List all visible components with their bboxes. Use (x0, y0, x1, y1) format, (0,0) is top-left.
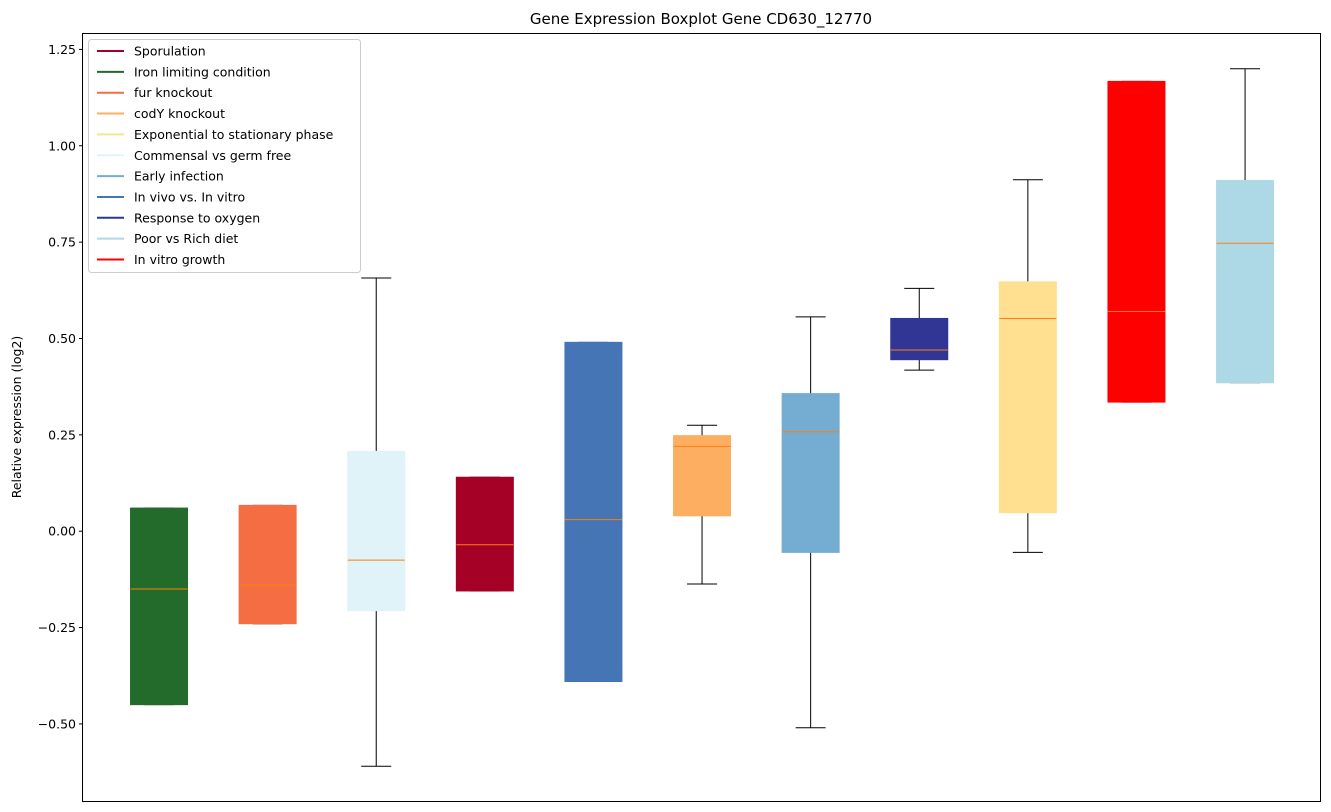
legend-label: Iron limiting condition (134, 64, 271, 79)
box-body (1107, 80, 1166, 403)
legend-frame (88, 39, 361, 273)
plot-area-frame (82, 33, 1321, 802)
box-body (130, 507, 189, 706)
box-commensal-vs-germ-free (347, 277, 406, 767)
legend-item: Sporulation (97, 44, 206, 59)
box-exponential-to-stationary-phase (998, 179, 1057, 553)
box-body (347, 450, 406, 612)
y-tick-label: 1.25 (48, 42, 76, 57)
legend-label: fur knockout (134, 85, 212, 100)
legend-label: Commensal vs germ free (134, 148, 291, 163)
y-tick-label: −0.25 (38, 620, 76, 635)
y-axis-label: Relative expression (log2) (9, 336, 24, 499)
box-early-infection (781, 316, 840, 729)
y-tick-label: 0.75 (48, 235, 76, 250)
y-tick-label: 0.25 (48, 427, 76, 442)
box-in-vivo-vs-in-vitro (564, 341, 623, 683)
legend-label: Early infection (134, 169, 224, 184)
box-body (781, 393, 840, 553)
legend-label: In vivo vs. In vitro (134, 189, 245, 204)
y-axis-ticks: −0.50 −0.25 0.00 0.25 0.50 0.75 1.00 1.25 (38, 42, 83, 731)
legend-item: Commensal vs germ free (97, 148, 291, 163)
legend-item: codY knockout (97, 106, 225, 121)
legend-label: In vitro growth (134, 252, 225, 267)
box-body (673, 435, 732, 517)
box-body (238, 504, 297, 625)
legend-item: Response to oxygen (97, 210, 260, 225)
box-sporulation (455, 476, 514, 592)
chart-title: Gene Expression Boxplot Gene CD630_12770 (530, 10, 872, 29)
y-tick-label: −0.50 (38, 716, 76, 731)
box-body (998, 281, 1057, 514)
box-response-to-oxygen (890, 287, 949, 371)
legend-item: Early infection (97, 169, 224, 184)
legend-label: codY knockout (134, 106, 225, 121)
box-fur-knockout (238, 504, 297, 625)
legend-label: Response to oxygen (134, 210, 260, 225)
legend-item: Iron limiting condition (97, 64, 271, 79)
box-poor-vs-rich-diet (1216, 68, 1275, 384)
y-tick-label: 0.00 (48, 524, 76, 539)
legend-item: In vivo vs. In vitro (97, 189, 245, 204)
legend-item: Poor vs Rich diet (97, 231, 238, 246)
legend-item: Exponential to stationary phase (97, 127, 334, 142)
boxes (130, 68, 1275, 767)
legend: Sporulation Iron limiting condition fur kn… (88, 39, 361, 273)
box-body (455, 476, 514, 592)
legend-item: fur knockout (97, 85, 212, 100)
box-body (1216, 179, 1275, 384)
legend-label: Poor vs Rich diet (134, 231, 238, 246)
box-in-vitro-growth (1107, 80, 1166, 403)
box-iron-limiting-condition (130, 507, 189, 706)
legend-label: Sporulation (134, 44, 206, 59)
y-tick-label: 0.50 (48, 331, 76, 346)
y-tick-label: 1.00 (48, 138, 76, 153)
box-body (890, 317, 949, 361)
legend-item: In vitro growth (97, 252, 225, 267)
box-body (564, 341, 623, 683)
legend-label: Exponential to stationary phase (134, 127, 334, 142)
box-cody-knockout (673, 424, 732, 585)
